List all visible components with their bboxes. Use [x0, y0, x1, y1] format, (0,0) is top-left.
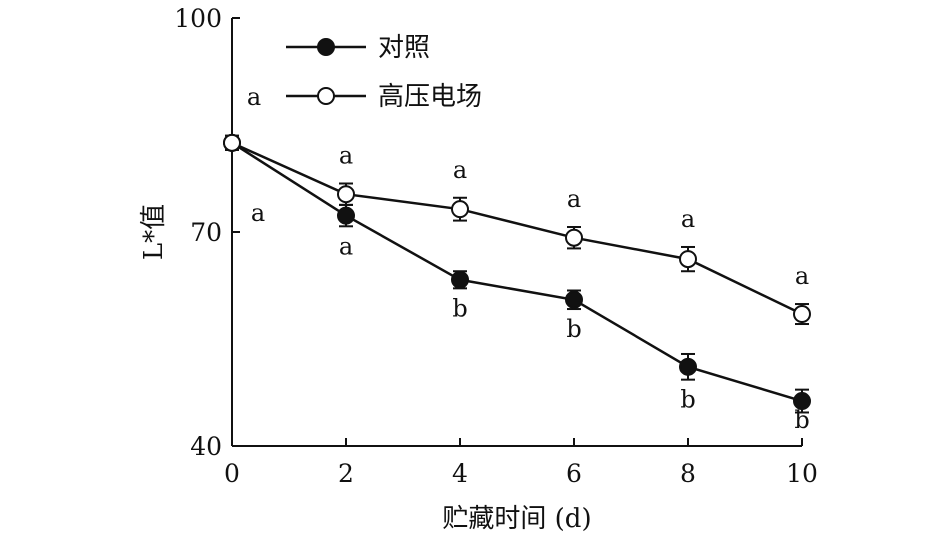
significance-label-high-voltage: a: [247, 83, 261, 111]
series-control: [223, 133, 811, 414]
significance-label-control: b: [566, 315, 581, 343]
x-tick-label: 8: [680, 459, 696, 488]
legend-label-control: 对照: [378, 33, 430, 63]
legend-label-high-voltage: 高压电场: [378, 82, 482, 112]
significance-label-control: b: [452, 294, 467, 322]
x-tick-label: 0: [224, 459, 240, 488]
data-point: [793, 305, 811, 324]
significance-label-high-voltage: a: [453, 156, 467, 184]
ticks: 0 2 4 6 8 10 40 70 100: [174, 4, 818, 488]
x-axis-title: 贮藏时间 (d): [442, 504, 591, 534]
significance-labels: a a a a a b a b a b a b: [247, 83, 810, 434]
y-tick-label: 40: [190, 432, 222, 461]
series-line: [231, 141, 803, 316]
legend-item-control: 对照: [286, 33, 430, 63]
y-tick-label: 100: [174, 4, 222, 33]
data-point: [793, 392, 811, 411]
data-point: [451, 270, 469, 289]
data-point: [337, 185, 355, 204]
data-point: [223, 133, 241, 152]
significance-label-control: b: [680, 386, 695, 414]
data-point: [451, 200, 469, 219]
significance-label-control: a: [339, 232, 353, 260]
legend-item-high-voltage: 高压电场: [286, 82, 482, 112]
y-tick-label: 70: [190, 218, 222, 247]
x-tick-label: 2: [338, 459, 354, 488]
series-layer: [223, 133, 811, 414]
data-point: [565, 290, 583, 309]
legend-marker-high-voltage: [317, 87, 335, 105]
significance-label-high-voltage: a: [339, 141, 353, 169]
data-point: [679, 357, 697, 376]
data-point: [565, 228, 583, 247]
y-axis-title: L*值: [139, 204, 169, 260]
x-tick-label: 10: [786, 459, 818, 488]
axes: [231, 18, 802, 447]
x-tick-label: 6: [566, 459, 582, 488]
significance-label-control: b: [794, 406, 809, 434]
significance-label-high-voltage: a: [795, 262, 809, 290]
significance-label-high-voltage: a: [681, 205, 695, 233]
x-tick-label: 4: [452, 459, 468, 488]
series-high-voltage: [223, 133, 811, 326]
legend: 对照 高压电场: [286, 33, 482, 112]
series-line: [231, 141, 803, 403]
data-point: [337, 206, 355, 225]
significance-label-high-voltage: a: [567, 185, 581, 213]
significance-label-control: a: [251, 199, 265, 227]
legend-marker-control: [317, 38, 335, 56]
data-point: [679, 250, 697, 269]
